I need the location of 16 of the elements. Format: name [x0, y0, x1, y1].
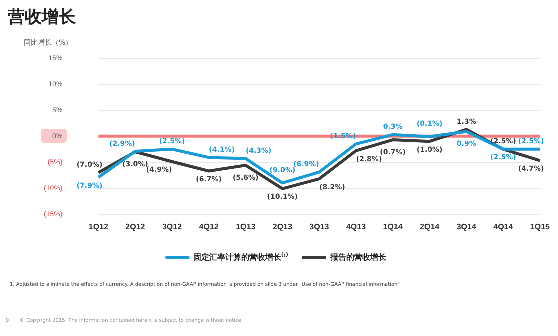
x-tick-label: 2Q14 — [420, 222, 440, 232]
x-tick-label: 1Q14 — [383, 222, 404, 232]
x-tick-label: 3Q13 — [310, 222, 330, 232]
legend-label: 报告的营收增长 — [329, 253, 388, 262]
x-tick-label: 4Q13 — [346, 222, 367, 232]
x-tick-label: 3Q12 — [162, 222, 183, 232]
x-tick-label: 2Q13 — [272, 222, 293, 232]
x-tick-label: 1Q15 — [530, 222, 551, 232]
x-tick-label: 4Q12 — [199, 222, 220, 232]
x-tick-label: 1Q12 — [88, 222, 110, 232]
x-tick-label: 1Q13 — [236, 222, 256, 232]
x-tick-label: 2Q12 — [126, 222, 146, 232]
legend-label: 固定汇率计算的营收增长⁽¹⁾ — [194, 252, 288, 262]
chart-title: 营收增长 — [7, 8, 77, 28]
x-tick-label: 4Q14 — [494, 222, 514, 232]
x-tick-label: 3Q14 — [456, 222, 477, 232]
